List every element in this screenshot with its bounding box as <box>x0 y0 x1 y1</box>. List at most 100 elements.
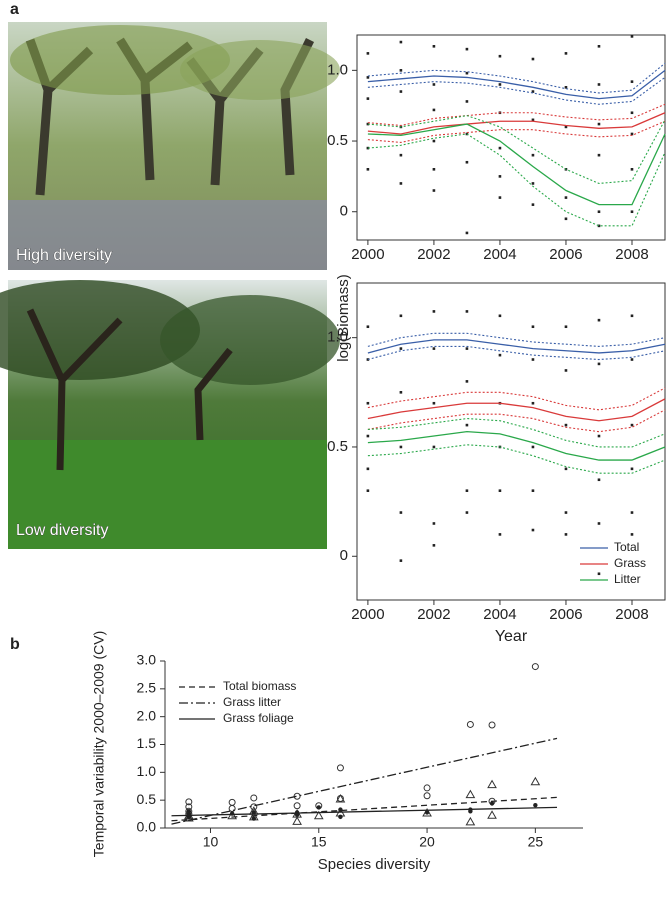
y-tick-label: 0 <box>340 547 348 564</box>
x-tick-label: 20 <box>419 834 435 850</box>
data-dot <box>366 467 370 471</box>
ci-line <box>367 62 666 94</box>
marker-circle <box>228 798 236 806</box>
ci-line <box>367 115 666 185</box>
data-dot <box>399 69 403 72</box>
data-dot <box>630 111 634 115</box>
data-dot <box>366 97 370 100</box>
data-dot <box>432 544 436 547</box>
data-dot <box>399 182 403 185</box>
data-dot <box>597 153 601 157</box>
marker-circle <box>531 663 539 671</box>
data-dot <box>432 310 436 313</box>
data-dot <box>531 182 535 185</box>
data-dot <box>465 71 469 75</box>
ci-line <box>367 345 666 361</box>
data-dot <box>564 52 568 55</box>
data-dot <box>399 314 403 318</box>
marker-circle <box>423 784 431 792</box>
data-dot <box>630 168 634 171</box>
data-dot <box>597 122 601 126</box>
panel-label: b <box>10 636 20 653</box>
marker-triangle <box>465 789 476 799</box>
data-dot <box>465 231 469 235</box>
data-dot <box>564 369 568 372</box>
y-tick-label: 1.0 <box>327 329 348 346</box>
ci-line <box>367 332 666 347</box>
y-tick-label: 0.5 <box>327 438 348 455</box>
fit-line <box>171 806 558 817</box>
marker-triangle <box>227 810 238 820</box>
data-dot <box>597 572 601 576</box>
plot-frame <box>356 34 666 241</box>
marker-dot <box>251 816 256 821</box>
ci-line <box>367 444 666 474</box>
y-axis-label: Temporal variability 2000–2009 (CV) <box>91 631 107 857</box>
data-dot <box>531 325 535 329</box>
data-dot <box>432 108 436 112</box>
data-dot <box>498 489 502 492</box>
data-dot <box>366 434 370 438</box>
data-dot <box>366 76 370 79</box>
x-tick-label: 2004 <box>483 246 516 263</box>
fit-line <box>171 737 558 825</box>
x-tick-label: 2004 <box>483 606 516 623</box>
ci-line <box>367 76 666 105</box>
marker-circle <box>336 794 344 802</box>
x-tick-label: 25 <box>528 834 544 850</box>
data-dot <box>498 54 502 58</box>
series-line <box>367 69 666 100</box>
y-tick-label: 0.0 <box>137 819 157 835</box>
y-tick-label: 0.5 <box>137 791 157 807</box>
y-tick-label: 3.0 <box>137 652 157 668</box>
y-tick-label: 2.5 <box>137 680 157 696</box>
data-dot <box>630 511 634 514</box>
data-dot <box>564 511 568 514</box>
data-dot <box>465 489 469 492</box>
marker-circle <box>488 721 496 729</box>
data-dot <box>531 57 535 61</box>
data-dot <box>498 196 502 199</box>
data-dot <box>630 210 634 214</box>
data-dot <box>630 314 634 318</box>
x-tick-label: 2008 <box>615 246 648 263</box>
x-tick-label: 2002 <box>417 606 450 623</box>
data-dot <box>432 168 436 171</box>
data-dot <box>366 52 370 55</box>
data-dot <box>597 362 601 366</box>
x-tick-label: 2000 <box>351 606 384 623</box>
data-dot <box>531 118 535 122</box>
x-tick-label: 15 <box>311 834 327 850</box>
data-dot <box>630 467 634 471</box>
data-dot <box>597 83 601 86</box>
marker-circle <box>336 764 344 772</box>
y-tick-label: 1.0 <box>137 763 157 779</box>
legend-label: Litter <box>614 572 641 586</box>
data-dot <box>498 353 502 357</box>
data-dot <box>432 83 436 86</box>
y-tick-label: 0.5 <box>327 132 348 149</box>
data-dot <box>597 318 601 322</box>
marker-triangle <box>465 816 476 826</box>
fit-line <box>171 796 558 822</box>
series-line <box>367 398 666 422</box>
photo-high-diversity: High diversity <box>8 22 340 270</box>
data-dot <box>564 325 568 329</box>
legend-label: Grass <box>614 556 646 570</box>
marker-triangle <box>530 776 541 786</box>
data-dot <box>531 445 535 449</box>
data-dot <box>432 445 436 449</box>
marker-triangle <box>487 810 497 819</box>
data-dot <box>399 90 403 93</box>
data-dot <box>498 314 502 318</box>
data-dot <box>465 100 469 103</box>
data-dot <box>432 522 436 525</box>
data-dot <box>366 168 370 171</box>
legend-label: Grass litter <box>223 695 281 709</box>
data-dot <box>564 533 568 536</box>
ci-line <box>367 409 666 433</box>
series-line <box>367 339 666 354</box>
data-dot <box>366 325 370 329</box>
marker-triangle <box>292 816 302 825</box>
photo-label: Low diversity <box>16 522 108 539</box>
